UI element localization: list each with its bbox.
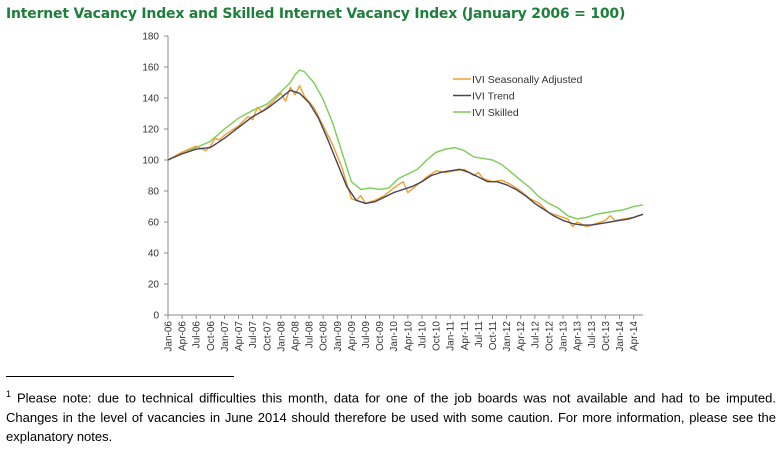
footnote-divider [6, 376, 234, 377]
x-tick-label: Jan-08 [276, 321, 287, 352]
legend-label: IVI Skilled [472, 107, 519, 119]
x-tick-label: Jan-13 [559, 321, 570, 352]
x-tick-label: Apr-14 [629, 321, 640, 351]
x-tick-label: Oct-12 [544, 321, 555, 351]
x-tick-label: Oct-08 [319, 321, 330, 351]
legend-label: IVI Seasonally Adjusted [472, 74, 582, 86]
x-tick-label: Oct-07 [262, 321, 273, 351]
y-axis: 0 20 40 60 80 100 120 140 160 180 [142, 32, 169, 322]
x-tick-label: Jan-12 [502, 321, 513, 352]
x-tick-label: Jul-07 [248, 321, 259, 349]
series-line-ivi-trend [167, 89, 644, 226]
x-tick-label: Jan-11 [446, 321, 457, 351]
y-tick-label: 180 [142, 32, 159, 43]
y-tick-label: 160 [142, 63, 159, 74]
x-tick-label: Apr-09 [347, 321, 358, 351]
x-tick-label: Jul-12 [530, 321, 541, 349]
chart-title: Internet Vacancy Index and Skilled Inter… [6, 6, 626, 22]
x-tick-label: Apr-11 [460, 321, 471, 351]
x-tick-label: Oct-06 [206, 321, 217, 351]
y-tick-label: 0 [153, 311, 159, 322]
x-tick-label: Oct-10 [432, 321, 443, 351]
y-tick-label: 100 [142, 156, 159, 167]
x-tick-label: Jul-09 [361, 321, 372, 349]
y-tick-label: 60 [148, 218, 160, 229]
footnote-marker: 1 [6, 389, 12, 399]
series-lines [167, 69, 644, 228]
y-tick-label: 120 [142, 125, 159, 136]
x-tick-label: Apr-12 [516, 321, 527, 351]
series-line-ivi-seasonally-adjusted [167, 84, 644, 228]
x-tick-label: Jan-09 [333, 321, 344, 352]
legend: IVI Seasonally Adjusted IVI Trend IVI Skil… [453, 74, 582, 119]
x-tick-label: Jul-13 [587, 321, 598, 349]
y-tick-label: 140 [142, 94, 159, 105]
y-tick-label: 80 [148, 187, 160, 198]
x-tick-label: Oct-11 [488, 321, 499, 351]
y-tick-label: 20 [148, 280, 160, 291]
x-tick-label: Apr-08 [290, 321, 301, 351]
x-tick-label: Jan-07 [220, 321, 231, 352]
x-tick-label: Oct-09 [375, 321, 386, 351]
x-tick-label: Apr-07 [234, 321, 245, 351]
x-tick-label: Jan-10 [389, 321, 400, 352]
footnote-text: Please note: due to technical difficulti… [6, 390, 776, 445]
x-axis: Jan-06 Apr-06 Jul-06 Oct-06 Jan-07 Apr-07 Jul-… [164, 314, 643, 352]
x-tick-label: Jul-06 [192, 321, 203, 349]
x-tick-label: Apr-10 [403, 321, 414, 351]
x-tick-label: Jan-14 [615, 321, 626, 352]
x-tick-label: Oct-13 [601, 321, 612, 351]
x-tick-label: Jul-10 [417, 321, 428, 349]
x-tick-label: Jan-06 [164, 321, 175, 352]
x-tick-label: Jul-08 [305, 321, 316, 349]
x-tick-label: Jul-11 [474, 321, 485, 348]
x-tick-label: Apr-06 [178, 321, 189, 351]
x-tick-label: Apr-13 [573, 321, 584, 351]
footnote: 1 Please note: due to technical difficul… [6, 385, 776, 447]
legend-label: IVI Trend [472, 91, 515, 103]
series-line-ivi-skilled [167, 69, 644, 220]
y-tick-label: 40 [148, 249, 160, 260]
